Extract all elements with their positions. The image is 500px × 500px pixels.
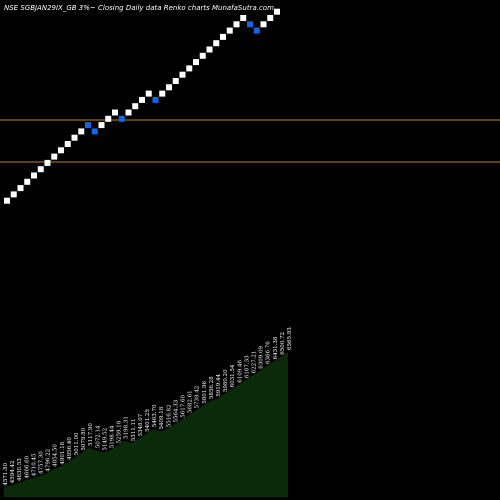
renko-brick (31, 172, 37, 179)
brick-label: 4854.50 (53, 444, 59, 467)
reference-lines (0, 119, 500, 163)
brick-label: 5011.00 (74, 432, 80, 455)
brick-label: 5856.28 (209, 376, 215, 399)
renko-brick (247, 21, 253, 28)
brick-label: 4901.18 (60, 441, 66, 464)
renko-brick (213, 40, 220, 47)
renko-brick (37, 166, 44, 173)
renko-brick (159, 90, 166, 97)
renko-brick (220, 33, 226, 40)
renko-brick (71, 134, 78, 141)
brick-label: 5617.60 (181, 395, 187, 418)
brick-label: 5801.96 (202, 381, 208, 404)
renko-brick (91, 128, 98, 135)
renko-brick (152, 96, 159, 103)
renko-brick (179, 71, 186, 78)
renko-brick (4, 197, 10, 204)
renko-brick (267, 15, 274, 21)
renko-brick (118, 115, 125, 122)
renko-brick (17, 185, 24, 192)
renko-brick (260, 21, 267, 28)
renko-brick (274, 8, 280, 15)
brick-label: 6500.72 (280, 332, 286, 355)
renko-bricks (4, 8, 280, 204)
brick-label: 4710.45 (31, 453, 37, 476)
brick-label: 6167.33 (244, 355, 250, 378)
renko-brick (226, 27, 233, 34)
brick-label: 5980.20 (223, 369, 229, 392)
renko-brick (145, 90, 152, 97)
brick-label: 4956.40 (67, 437, 73, 460)
brick-label: 5564.33 (173, 399, 179, 422)
brick-label: 5079.80 (81, 427, 87, 450)
renko-brick (193, 59, 199, 66)
renko-brick (186, 65, 193, 72)
brick-label: 6431.38 (273, 336, 279, 359)
brick-label: 6031.54 (230, 364, 236, 387)
renko-brick (58, 147, 64, 154)
renko-brick (206, 46, 213, 53)
volume-area-shape (4, 352, 288, 497)
brick-label: 5198.31 (124, 416, 130, 439)
brick-label: 4630.53 (17, 458, 23, 481)
renko-brick (78, 128, 85, 135)
renko-brick (172, 78, 179, 84)
brick-label: 5117.90 (88, 423, 94, 446)
renko-brick (233, 21, 240, 28)
renko-brick (24, 178, 31, 185)
brick-label: 4796.22 (46, 449, 52, 472)
brick-label: 5259.18 (117, 420, 123, 443)
brick-label: 5682.61 (188, 390, 194, 413)
renko-brick (199, 52, 206, 59)
volume-area (4, 352, 288, 497)
renko-brick (139, 96, 145, 103)
brick-label: 5311.11 (131, 418, 137, 441)
renko-brick (64, 141, 71, 147)
renko-brick (98, 122, 105, 129)
renko-brick (125, 109, 132, 116)
brick-label: 4594.42 (10, 461, 16, 484)
brick-label: 4666.60 (24, 455, 30, 478)
brick-label: 6227.21 (252, 351, 258, 374)
brick-label: 6565.93 (287, 327, 293, 350)
renko-brick (44, 159, 51, 166)
brick-label: 6109.46 (237, 359, 243, 382)
brick-label: 6309.09 (259, 345, 265, 368)
renko-brick (253, 27, 260, 34)
brick-label: 5401.25 (145, 409, 151, 432)
brick-label: 5919.44 (216, 374, 222, 397)
renko-brick (51, 153, 58, 160)
brick-label: 5149.52 (102, 428, 108, 451)
brick-label: 5409.18 (159, 406, 165, 429)
brick-label: 5072.14 (95, 425, 101, 448)
renko-brick (85, 122, 91, 129)
brick-label: 6366.76 (266, 341, 272, 364)
brick-labels: 4571.80 4594.42 4630.53 4666.60 4710.45 4757.… (3, 327, 293, 486)
renko-brick (105, 115, 112, 122)
brick-label: 4571.80 (3, 462, 9, 485)
brick-label: 5348.07 (138, 413, 144, 436)
brick-label: 4757.30 (39, 451, 45, 474)
renko-brick (166, 84, 172, 91)
brick-label: 5198.44 (110, 425, 116, 448)
brick-label: 5463.70 (152, 404, 158, 427)
renko-brick (112, 109, 118, 116)
renko-brick (240, 15, 247, 21)
brick-label: 5516.82 (166, 404, 172, 427)
renko-brick (10, 191, 17, 198)
brick-label: 5739.42 (195, 386, 201, 409)
renko-brick (132, 103, 139, 110)
chart-title: NSE SGBJAN29IX_GB 3%~ Closing Daily data… (4, 4, 274, 12)
